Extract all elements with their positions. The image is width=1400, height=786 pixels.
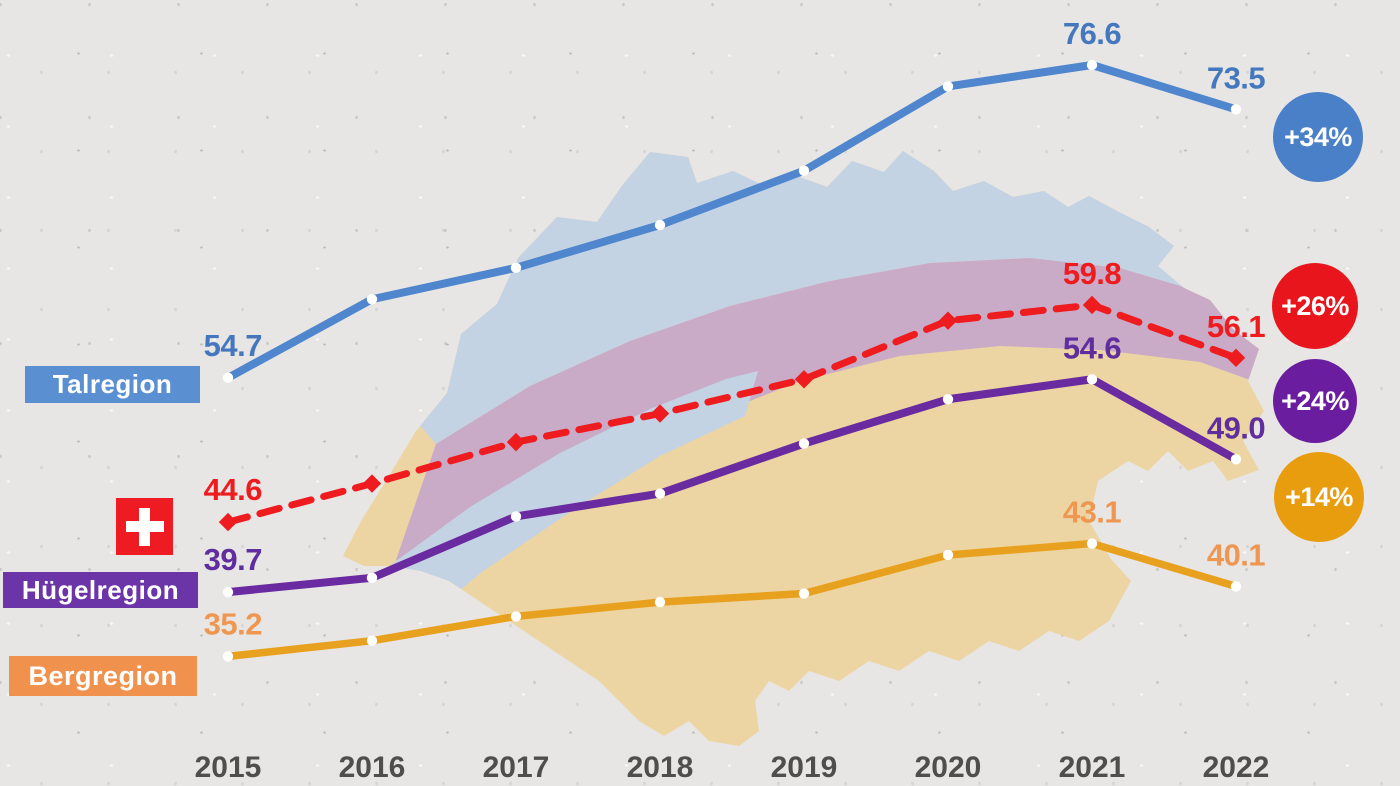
value-label: 35.2 [204, 606, 262, 641]
value-label: 54.7 [204, 328, 262, 363]
data-point-dot [798, 165, 810, 176]
legend-badge-bergregion: Bergregion [9, 656, 197, 696]
data-point-dot [942, 549, 954, 561]
data-point-diamond [506, 432, 526, 452]
change-badge-schweiz: +26% [1272, 263, 1358, 349]
data-point-dot [1086, 538, 1098, 549]
series-line [224, 539, 1240, 661]
value-label: 43.1 [1063, 495, 1122, 530]
data-point-dot [1230, 454, 1242, 465]
data-point-dot [222, 651, 234, 662]
data-point-diamond [218, 512, 238, 532]
value-label: 49.0 [1207, 410, 1265, 445]
series-hügelregion: 39.7 54.6 49.0 [204, 330, 1266, 598]
legend-badge-talregion: Talregion [25, 366, 200, 403]
data-point-dot [942, 81, 954, 92]
change-badge-bergregion: +14% [1274, 452, 1364, 542]
data-point-dot [510, 611, 522, 622]
data-point-dot [1086, 374, 1098, 385]
data-point-dot [798, 588, 810, 599]
series-line [224, 375, 1240, 597]
value-label: 56.1 [1207, 309, 1266, 344]
data-point-dot [222, 372, 234, 384]
flag-cross-vertical [139, 507, 150, 546]
data-point-dot [654, 488, 666, 499]
x-axis: 2015 2016 2017 2018 2019 2020 2021 2022 [195, 751, 1270, 784]
data-point-diamond [1082, 295, 1102, 315]
x-axis-tick-label: 2018 [627, 751, 694, 784]
x-axis-tick-label: 2021 [1059, 751, 1126, 784]
series-line [224, 301, 1240, 526]
data-point-diamond [650, 404, 670, 423]
value-label: 39.7 [204, 542, 262, 577]
data-point-dot [366, 294, 378, 305]
map-region-mittelland-strip [392, 371, 758, 610]
series-schweiz: 44.6 59.8 56.1 [204, 256, 1266, 532]
data-point-dot [1230, 104, 1242, 115]
value-label: 59.8 [1063, 256, 1122, 291]
data-point-dot [942, 394, 954, 405]
data-point-diamond [1226, 348, 1246, 368]
data-point-dot [366, 572, 378, 584]
value-label: 54.6 [1063, 330, 1122, 365]
data-point-dot [654, 219, 666, 231]
x-axis-tick-label: 2022 [1203, 751, 1270, 784]
legend-badge-huegelregion: Hügelregion [3, 572, 198, 608]
x-axis-tick-label: 2017 [483, 751, 550, 784]
change-badge-talregion: +34% [1273, 92, 1363, 182]
x-axis-tick-label: 2019 [771, 751, 838, 784]
data-point-dot [222, 586, 234, 598]
data-point-diamond [362, 474, 382, 493]
data-point-dot [510, 511, 522, 522]
data-point-dot [798, 438, 810, 449]
data-point-diamond [938, 311, 958, 330]
data-point-dot [366, 635, 378, 646]
x-axis-tick-label: 2015 [195, 751, 262, 784]
value-label: 44.6 [204, 472, 263, 507]
data-point-diamond [794, 370, 814, 389]
map-region-talregion [398, 151, 1264, 444]
value-label: 40.1 [1207, 537, 1266, 572]
data-point-dot [654, 596, 666, 608]
series-bergregion: 35.2 43.1 40.1 [204, 495, 1266, 662]
value-label: 73.5 [1207, 60, 1266, 95]
x-axis-tick-label: 2020 [915, 751, 982, 784]
swiss-flag-icon [116, 498, 173, 555]
data-point-dot [510, 262, 522, 274]
change-badge-huegelregion: +24% [1273, 359, 1357, 443]
data-point-dot [1086, 59, 1098, 71]
value-label: 76.6 [1063, 16, 1122, 51]
map-region-huegelregion [396, 258, 1264, 576]
series-talregion: 54.7 76.6 73.5 [204, 16, 1266, 384]
series-line [224, 61, 1240, 382]
data-point-dot [1230, 581, 1242, 592]
x-axis-tick-label: 2016 [339, 751, 406, 784]
